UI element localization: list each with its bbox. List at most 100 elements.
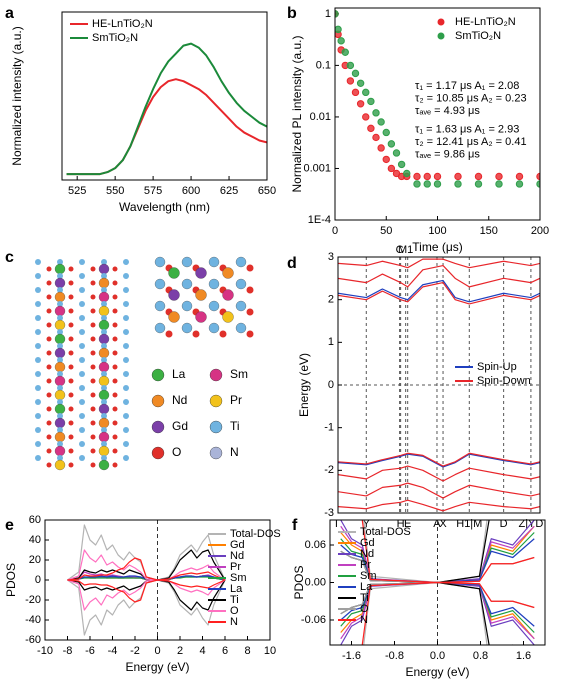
x-tick-label: 550 [106,185,124,197]
atom [90,448,96,454]
atom [246,330,254,338]
point [337,37,345,45]
atom [46,462,52,468]
atom [90,308,96,314]
panel-label: a [5,5,14,22]
atom [195,311,207,323]
atom [57,427,63,433]
atom [123,301,129,307]
x-axis-label: Time (μs) [412,240,462,254]
atom [68,280,74,286]
legend-label: Gd [172,419,188,433]
atom [35,259,41,265]
point [335,25,342,34]
atom [98,263,110,275]
plot-frame [334,7,541,221]
point [413,172,421,181]
point [495,172,503,181]
x-tick-label: 0 [154,645,160,657]
atom [101,287,107,293]
atom [101,301,107,307]
atom [168,311,180,323]
y-tick-label: 0.1 [316,59,331,71]
x-tick-label: 525 [68,185,86,197]
atom [112,322,118,328]
atom [35,399,41,405]
atom [219,330,227,338]
x-tick-label: 100 [428,225,446,237]
legend-label: Sm [230,572,247,584]
legend-label: Spin-Up [477,361,517,373]
point [356,100,365,108]
legend-label: Gd [230,539,245,551]
x-tick-label: -2 [130,645,140,657]
point [382,128,390,137]
atom [79,315,85,321]
y-tick-label: -0.06 [301,614,326,626]
point [433,172,442,181]
point [377,144,385,152]
plot-frame [44,519,271,641]
atom [98,445,110,457]
atom [98,333,110,345]
dos-up [67,549,226,581]
atom [54,333,66,345]
atom [54,431,66,443]
legend-label: Pr [230,561,241,573]
atom [79,399,85,405]
y-tick-label: -1 [324,422,334,434]
y-axis-label: Normalized PL intensity (a.u.) [290,36,304,193]
atom [90,378,96,384]
point [403,169,411,178]
atom [222,267,234,279]
x-tick-label: 150 [480,225,498,237]
legend-marker [209,368,223,382]
x-tick-label: 625 [220,185,238,197]
legend-label: N [230,445,239,459]
y-tick-label: 40 [29,534,41,546]
legend-marker [151,420,165,434]
atom [46,448,52,454]
atom [112,392,118,398]
atom [57,301,63,307]
point [377,118,385,126]
point [367,124,375,133]
atom [98,277,110,289]
legend-label: Total-DOS [230,528,281,540]
atom [101,259,107,265]
x-tick-label: 600 [182,185,200,197]
atom [54,375,66,387]
atom [192,330,200,338]
atom [98,347,110,359]
atom [35,315,41,321]
atom [90,294,96,300]
annotation: τₐᵥₑ = 9.86 μs [415,148,480,160]
dos-up [67,575,226,581]
atom [57,385,63,391]
band [338,258,540,269]
atom [46,420,52,426]
annotation: τ₂ = 12.41 μs A₂ = 0.41 [415,136,527,148]
y-tick-label: 1 [325,8,331,20]
atom [57,357,63,363]
band [338,499,540,512]
atom [57,413,63,419]
legend-marker [209,420,223,434]
atom [195,267,207,279]
atom [90,434,96,440]
point [362,113,370,121]
atom [123,371,129,377]
legend-label: HE-LnTiO₂N [92,18,153,30]
x-tick-label: 200 [531,225,549,237]
atom [181,278,193,290]
atom [235,300,247,312]
atom [195,289,207,301]
y-tick-label: 60 [29,514,41,526]
x-tick-label: 0.8 [473,650,488,662]
annotation: τₐᵥₑ = 4.93 μs [415,105,480,117]
atom [98,403,110,415]
point [372,109,380,117]
y-tick-label: -20 [25,594,41,606]
atom [101,315,107,321]
atom [98,305,110,317]
